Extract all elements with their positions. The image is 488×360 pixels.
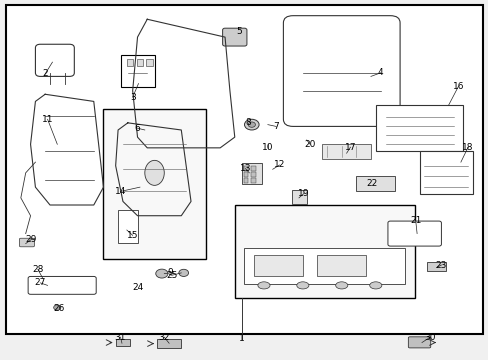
Text: 31: 31 (115, 333, 126, 342)
FancyBboxPatch shape (222, 28, 246, 46)
Bar (250, 172, 255, 177)
Text: 14: 14 (115, 187, 126, 196)
Bar (317, 255, 366, 276)
FancyBboxPatch shape (28, 276, 96, 294)
Bar (234, 205, 414, 298)
Text: 24: 24 (132, 283, 143, 292)
Text: 9: 9 (167, 268, 173, 277)
Text: 4: 4 (377, 68, 383, 77)
Ellipse shape (179, 269, 188, 276)
Bar (242, 163, 261, 184)
Text: 26: 26 (53, 304, 64, 313)
Bar (244, 248, 404, 284)
FancyBboxPatch shape (283, 16, 399, 126)
Text: 10: 10 (262, 143, 273, 152)
Text: 3: 3 (129, 93, 135, 102)
Ellipse shape (296, 282, 308, 289)
Text: 1: 1 (239, 334, 244, 343)
FancyBboxPatch shape (387, 221, 441, 246)
Bar (250, 166, 255, 171)
Bar (120, 55, 154, 87)
Text: 13: 13 (239, 164, 251, 173)
Ellipse shape (144, 160, 164, 185)
Ellipse shape (156, 269, 167, 278)
Bar (250, 178, 255, 183)
FancyBboxPatch shape (35, 44, 74, 76)
Text: 18: 18 (462, 143, 473, 152)
Ellipse shape (247, 122, 255, 127)
Text: 6: 6 (134, 124, 140, 133)
Text: 28: 28 (32, 265, 43, 274)
Text: 30: 30 (424, 333, 435, 342)
Text: 16: 16 (452, 82, 463, 91)
FancyBboxPatch shape (407, 337, 430, 348)
Text: 29: 29 (26, 235, 37, 244)
Bar (419, 152, 472, 194)
Bar (322, 144, 370, 158)
Bar (116, 339, 130, 346)
Ellipse shape (369, 282, 381, 289)
Text: 32: 32 (158, 333, 170, 342)
Bar (136, 59, 142, 66)
Ellipse shape (244, 119, 259, 130)
Bar (426, 262, 446, 271)
Bar (146, 59, 152, 66)
Bar (103, 109, 205, 258)
Text: 7: 7 (273, 122, 279, 131)
Text: 19: 19 (298, 189, 309, 198)
Bar (157, 339, 181, 348)
Text: 12: 12 (273, 161, 285, 170)
Text: 5: 5 (236, 27, 242, 36)
FancyBboxPatch shape (20, 238, 34, 247)
Bar (356, 176, 394, 191)
Text: 11: 11 (42, 115, 53, 124)
Ellipse shape (257, 282, 269, 289)
Ellipse shape (335, 282, 347, 289)
Text: 20: 20 (304, 140, 315, 149)
Bar (375, 105, 462, 152)
Text: 27: 27 (35, 278, 46, 287)
Text: 15: 15 (127, 231, 138, 240)
Text: 25: 25 (165, 271, 177, 280)
Bar (243, 172, 248, 177)
Bar (291, 190, 306, 204)
Bar (243, 178, 248, 183)
Bar (243, 166, 248, 171)
Ellipse shape (54, 305, 61, 310)
Bar (254, 255, 302, 276)
Text: 22: 22 (366, 179, 377, 188)
Text: 2: 2 (42, 69, 48, 78)
Text: 8: 8 (245, 118, 251, 127)
Text: 23: 23 (435, 261, 446, 270)
Text: 17: 17 (344, 143, 356, 152)
Bar (118, 210, 137, 243)
Bar (126, 59, 133, 66)
Text: 21: 21 (409, 216, 421, 225)
